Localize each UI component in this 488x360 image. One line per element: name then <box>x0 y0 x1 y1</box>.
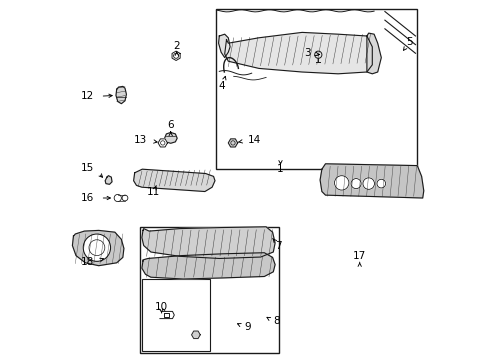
Polygon shape <box>228 139 237 147</box>
Text: 17: 17 <box>352 251 366 261</box>
Polygon shape <box>142 253 275 279</box>
Polygon shape <box>116 86 126 104</box>
Circle shape <box>334 176 348 190</box>
Bar <box>140 227 278 353</box>
Text: 6: 6 <box>167 120 174 130</box>
Polygon shape <box>105 176 112 184</box>
Text: 5: 5 <box>405 37 412 48</box>
Text: 10: 10 <box>154 302 167 312</box>
Circle shape <box>83 234 110 261</box>
Text: 14: 14 <box>247 135 260 145</box>
Text: 9: 9 <box>244 322 251 332</box>
Polygon shape <box>366 33 381 74</box>
Bar <box>215 9 416 169</box>
Text: 13: 13 <box>133 135 146 145</box>
Circle shape <box>362 178 374 189</box>
Text: 1: 1 <box>277 164 283 174</box>
Text: 8: 8 <box>273 316 279 326</box>
Polygon shape <box>158 139 167 147</box>
Bar <box>142 279 210 351</box>
Circle shape <box>350 179 361 189</box>
Text: 15: 15 <box>81 163 94 174</box>
Text: 2: 2 <box>173 41 180 51</box>
Polygon shape <box>320 164 423 198</box>
Polygon shape <box>133 169 215 192</box>
Text: 3: 3 <box>303 48 310 58</box>
Polygon shape <box>191 331 200 338</box>
Polygon shape <box>172 51 180 60</box>
Polygon shape <box>142 227 275 258</box>
Polygon shape <box>224 32 371 74</box>
Text: 7: 7 <box>275 240 282 251</box>
Text: 4: 4 <box>219 81 225 91</box>
Text: 11: 11 <box>147 186 160 197</box>
Polygon shape <box>218 34 230 58</box>
Text: 12: 12 <box>81 91 94 102</box>
Circle shape <box>376 179 385 188</box>
Polygon shape <box>72 230 123 266</box>
Polygon shape <box>164 132 177 143</box>
Text: 18: 18 <box>81 257 94 267</box>
Text: 16: 16 <box>81 193 94 203</box>
